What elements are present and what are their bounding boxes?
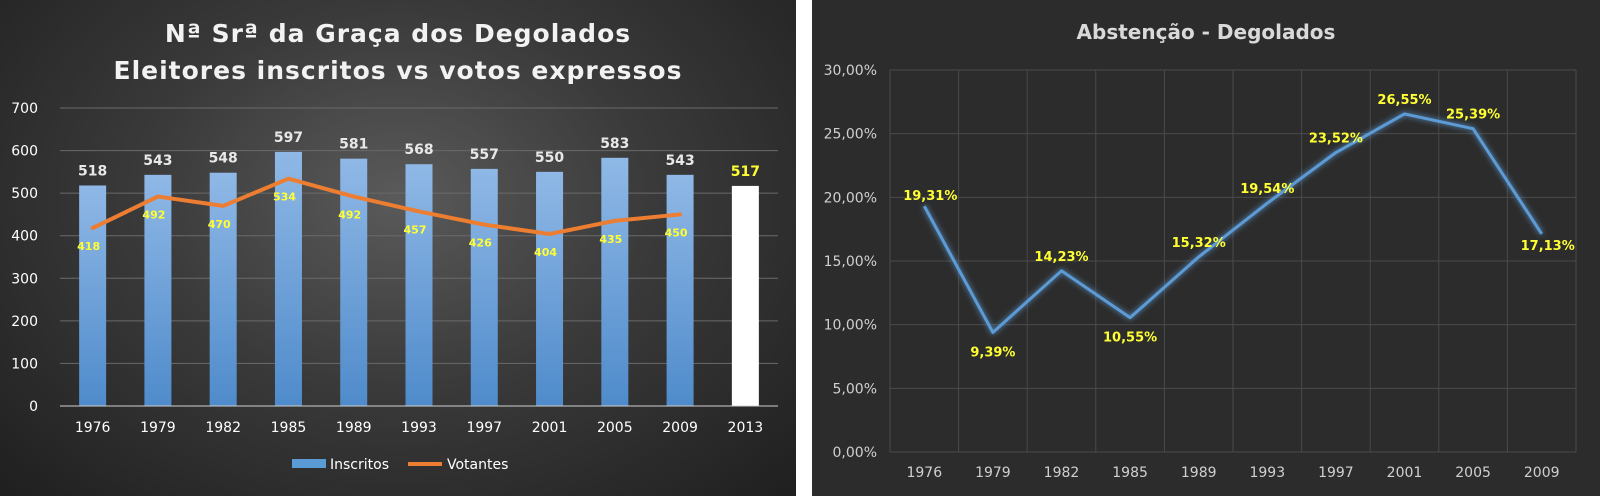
line-series: 19,31% 9,39% 14,23% 10,55% 15,32% 19,54% 23,52… <box>903 93 1575 361</box>
x-tick-label: 2005 <box>1455 465 1491 481</box>
line-data-label: 426 <box>469 237 492 250</box>
bar-2009 <box>666 174 694 406</box>
x-tick-label: 1979 <box>140 420 176 436</box>
bar-2005 <box>601 157 629 406</box>
bar-2013 <box>731 185 759 406</box>
x-tick-label: 1982 <box>205 420 241 436</box>
bar-data-label: 518 <box>78 163 107 179</box>
x-tick-label: 2013 <box>728 420 764 436</box>
axes: 0,00% 5,00% 10,00% 15,00% 20,00% 25,00% 30,00%… <box>824 63 1560 481</box>
legend-swatch-inscritos <box>292 459 326 468</box>
y-tick-label: 700 <box>11 101 38 117</box>
chart-left-panel: Nª Srª da Graça dos Degolados Eleitores … <box>0 0 796 496</box>
line-data-label: 457 <box>404 223 427 236</box>
chart-right-svg: Abstenção - Degolados 0,00% 5,00% 10,00% 15… <box>824 20 1577 481</box>
x-tick-label: 2005 <box>597 420 633 436</box>
gridlines <box>889 69 1577 453</box>
x-tick-label: 1982 <box>1044 465 1080 481</box>
point-data-label: 26,55% <box>1377 93 1431 108</box>
line-data-label: 534 <box>273 191 296 204</box>
x-tick-label: 1979 <box>975 465 1011 481</box>
chart-left-svg: Nª Srª da Graça dos Degolados Eleitores … <box>11 19 778 473</box>
bar-1982 <box>209 172 237 406</box>
x-tick-label: 1989 <box>336 420 372 436</box>
chart-right-panel: Abstenção - Degolados 0,00% 5,00% 10,00% 15… <box>812 0 1600 496</box>
x-tick-label: 1976 <box>906 465 942 481</box>
point-data-label: 19,31% <box>903 189 957 204</box>
chart-subtitle: Eleitores inscritos vs votos expressos <box>114 56 683 85</box>
legend-label-votantes: Votantes <box>447 457 508 473</box>
votantes-line <box>90 176 683 237</box>
point-data-label: 19,54% <box>1240 182 1294 197</box>
bar-1993 <box>405 164 433 406</box>
line-data-label: 450 <box>665 226 688 239</box>
bar-data-label: 543 <box>665 153 694 169</box>
bar-1997 <box>470 168 498 406</box>
x-tick-label: 2009 <box>662 420 698 436</box>
legend: Inscritos Votantes <box>292 457 508 473</box>
y-tick-label: 600 <box>11 144 38 160</box>
x-tick-label: 1997 <box>466 420 502 436</box>
x-tick-label: 1976 <box>75 420 111 436</box>
y-tick-label: 500 <box>11 186 38 202</box>
y-tick-label: 200 <box>11 314 38 330</box>
bar-data-label: 597 <box>274 130 303 146</box>
x-tick-label: 1985 <box>271 420 307 436</box>
y-tick-label: 20,00% <box>824 190 877 206</box>
x-tick-label: 1989 <box>1181 465 1217 481</box>
point-data-label: 9,39% <box>970 345 1015 360</box>
bar-data-label: 581 <box>339 137 368 153</box>
bar-1979 <box>144 174 172 406</box>
point-data-label: 17,13% <box>1521 239 1575 254</box>
axes: 0 100 200 300 400 500 600 700 1976 1979 1982 1985 19… <box>11 101 778 436</box>
y-tick-label: 0 <box>29 399 38 415</box>
bar-data-label: 568 <box>404 142 433 158</box>
y-tick-label: 300 <box>11 271 38 287</box>
point-data-label: 15,32% <box>1172 236 1226 251</box>
chart-title: Nª Srª da Graça dos Degolados <box>165 19 631 48</box>
bar-2001 <box>536 171 564 406</box>
point-data-label: 10,55% <box>1103 331 1157 346</box>
x-tick-label: 1985 <box>1112 465 1148 481</box>
x-tick-label: 1997 <box>1318 465 1354 481</box>
point-data-label: 23,52% <box>1309 132 1363 147</box>
x-tick-label: 1993 <box>401 420 437 436</box>
line-data-label: 418 <box>77 240 100 253</box>
line-data-label: 492 <box>338 209 361 222</box>
y-tick-label: 30,00% <box>824 63 877 79</box>
bar-data-label: 543 <box>143 153 172 169</box>
bar-data-label: 557 <box>470 147 499 163</box>
bar-data-label: 517 <box>731 164 760 180</box>
bar-1985 <box>274 151 302 406</box>
point-data-label: 14,23% <box>1034 250 1088 265</box>
legend-label-inscritos: Inscritos <box>330 457 389 473</box>
line-data-label: 492 <box>142 209 165 222</box>
bar-series: 518 543 548 597 581 568 557 550 583 543 517 <box>78 130 760 406</box>
y-tick-label: 400 <box>11 229 38 245</box>
y-tick-label: 5,00% <box>833 381 877 397</box>
y-tick-label: 0,00% <box>833 445 877 461</box>
bar-data-label: 550 <box>535 150 564 166</box>
y-tick-label: 15,00% <box>824 254 877 270</box>
y-tick-label: 25,00% <box>824 127 877 143</box>
x-tick-label: 2001 <box>1387 465 1423 481</box>
bar-1976 <box>79 185 107 406</box>
y-tick-label: 100 <box>11 356 38 372</box>
bar-data-label: 583 <box>600 136 629 152</box>
line-series: 418 492 470 534 492 457 426 404 435 450 <box>77 176 688 259</box>
line-data-label: 470 <box>208 218 231 231</box>
x-tick-label: 1993 <box>1249 465 1285 481</box>
chart-title: Abstenção - Degolados <box>1077 20 1336 44</box>
x-tick-label: 2009 <box>1524 465 1560 481</box>
abstention-line <box>922 112 1543 334</box>
x-tick-label: 2001 <box>532 420 568 436</box>
point-data-label: 25,39% <box>1446 108 1500 123</box>
bar-data-label: 548 <box>209 151 238 167</box>
y-tick-label: 10,00% <box>824 318 877 334</box>
line-data-label: 435 <box>599 233 622 246</box>
line-data-label: 404 <box>534 246 557 259</box>
